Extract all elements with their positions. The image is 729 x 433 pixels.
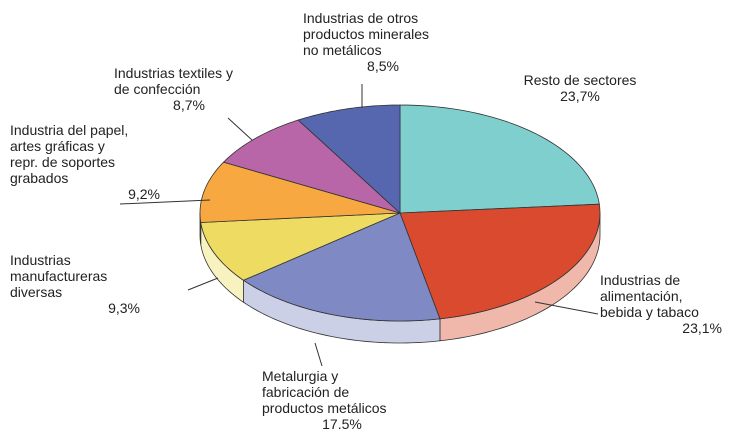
category-label: Industrias de otros productos minerales … — [303, 10, 430, 58]
slice-label: Industria del papel, artes gráficas y re… — [10, 122, 160, 202]
slice — [297, 104, 401, 214]
category-label: Resto de sectores — [523, 72, 637, 88]
category-label: Metalurgia y fabricación de productos me… — [262, 368, 387, 416]
leader-line — [227, 117, 253, 141]
leader-line — [534, 301, 599, 315]
value-label: 9,3% — [108, 300, 140, 316]
value-label: 17.5% — [322, 416, 362, 432]
slice — [199, 161, 401, 223]
value-label: 9,2% — [128, 186, 160, 202]
category-label: Industrias manufactureras diversas — [10, 252, 108, 300]
slice — [222, 119, 401, 214]
slice-label: Industrias textiles y de confección 8,7% — [114, 65, 264, 113]
slice — [399, 104, 600, 214]
category-label: Industrias textiles y de confección — [114, 65, 234, 97]
slice-label: Metalurgia y fabricación de productos me… — [262, 368, 422, 432]
leader-line — [314, 342, 323, 367]
slice-label: Industrias de otros productos minerales … — [303, 10, 463, 74]
leader-line — [187, 277, 219, 291]
value-label: 23,1% — [682, 320, 722, 336]
leader-line — [119, 199, 211, 205]
slice-label: Resto de sectores 23,7% — [520, 72, 640, 104]
category-label: Industria del papel, artes gráficas y re… — [10, 122, 129, 186]
slice — [200, 212, 401, 281]
slice-label: Industrias de alimentación, bebida y tab… — [600, 272, 722, 336]
value-label: 8,7% — [173, 97, 205, 113]
value-label: 23,7% — [560, 88, 600, 104]
slice-label: Industrias manufactureras diversas 9,3% — [10, 252, 140, 316]
slice — [242, 212, 441, 322]
value-label: 8,5% — [367, 58, 399, 74]
slice — [399, 203, 601, 320]
category-label: Industrias de alimentación, bebida y tab… — [600, 272, 699, 320]
